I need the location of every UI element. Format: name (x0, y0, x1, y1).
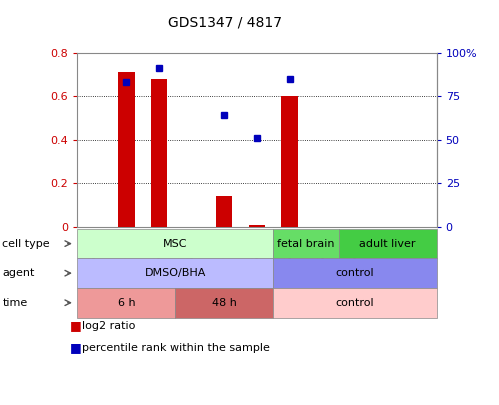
Text: ■: ■ (70, 319, 82, 332)
Text: agent: agent (2, 268, 35, 278)
Text: fetal brain: fetal brain (277, 239, 335, 249)
Text: percentile rank within the sample: percentile rank within the sample (82, 343, 270, 353)
Text: adult liver: adult liver (359, 239, 416, 249)
Text: time: time (2, 298, 28, 308)
Text: control: control (336, 268, 374, 278)
Text: 6 h: 6 h (118, 298, 135, 308)
Text: DMSO/BHA: DMSO/BHA (145, 268, 206, 278)
Text: GDS1347 / 4817: GDS1347 / 4817 (168, 15, 281, 29)
Bar (118, 72, 135, 227)
Text: 48 h: 48 h (212, 298, 237, 308)
Text: log2 ratio: log2 ratio (82, 321, 136, 330)
Text: ■: ■ (70, 341, 82, 354)
Text: control: control (336, 298, 374, 308)
Bar (249, 225, 265, 227)
Text: MSC: MSC (163, 239, 188, 249)
Bar (281, 96, 298, 227)
Bar (216, 196, 233, 227)
Text: cell type: cell type (2, 239, 50, 249)
Bar (151, 79, 167, 227)
